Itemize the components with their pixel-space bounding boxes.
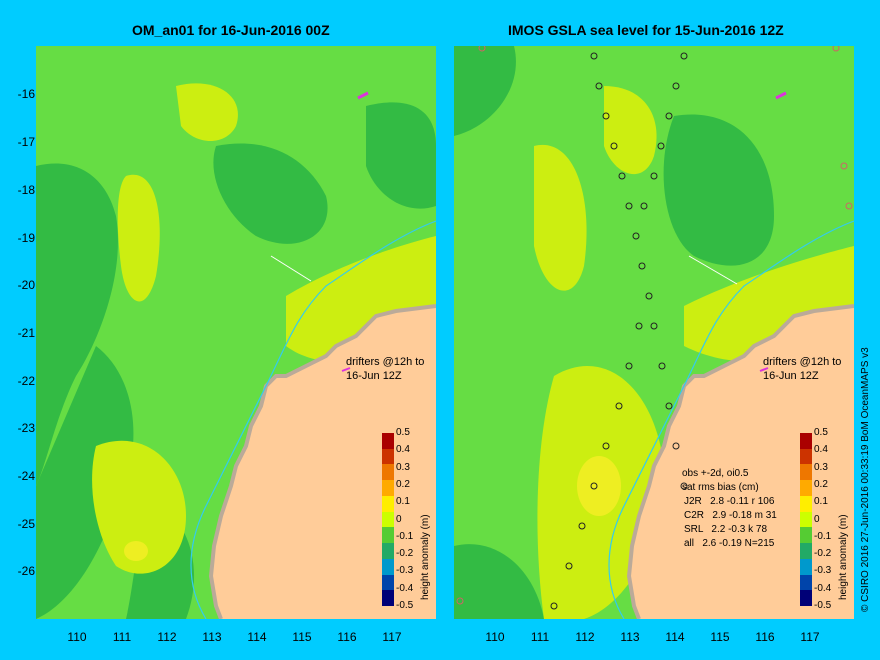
right-panel-title: IMOS GSLA sea level for 15-Jun-2016 12Z — [508, 22, 784, 38]
y-tick: -26 — [17, 564, 35, 578]
colorbar-swatch — [382, 574, 394, 591]
colorbar-swatch — [382, 433, 394, 450]
colorbar-swatch — [382, 543, 394, 560]
colorbar-swatch — [800, 590, 812, 607]
credit-text: © CSIRO 2016 27-Jun-2016 00:33:19 BoM Oc… — [860, 347, 871, 612]
stats-row: SRL 2.2 -0.3 k 78 — [684, 524, 768, 535]
y-tick: -22 — [17, 374, 35, 388]
left-colorbar — [382, 433, 394, 607]
colorbar-label: 0 — [396, 513, 402, 525]
colorbar-label: 0.1 — [396, 496, 410, 508]
colorbar-swatch — [800, 495, 812, 513]
x-tick: 110 — [485, 630, 505, 644]
x-tick: 111 — [112, 630, 132, 644]
colorbar-label: 0.5 — [396, 427, 410, 438]
right-map-graphic — [454, 46, 854, 619]
left-colorbar-title: height anomaly (m) — [420, 514, 431, 600]
colorbar-swatch — [800, 527, 812, 544]
colorbar-label: -0.1 — [814, 530, 832, 542]
x-tick: 117 — [800, 630, 820, 644]
x-tick: 116 — [755, 630, 775, 644]
left-map-panel — [36, 46, 436, 619]
stats-line1: obs +-2d, oi0.5 — [682, 468, 749, 479]
stats-line2: sat rms bias (cm) — [682, 482, 759, 493]
x-tick: 111 — [530, 630, 550, 644]
colorbar-label: -0.4 — [814, 582, 832, 594]
colorbar-swatch — [382, 464, 394, 481]
right-drifter-note-line2: 16-Jun 12Z — [763, 370, 819, 382]
colorbar-label: 0.2 — [814, 478, 828, 490]
y-tick: -20 — [17, 278, 35, 292]
colorbar-label: -0.5 — [814, 600, 832, 611]
colorbar-swatch — [382, 448, 394, 465]
x-tick: 114 — [665, 630, 685, 644]
stats-row: C2R 2.9 -0.18 m 31 — [684, 510, 777, 521]
colorbar-label: 0.3 — [396, 461, 410, 473]
x-tick: 113 — [202, 630, 222, 644]
colorbar-label: 0 — [814, 513, 820, 525]
colorbar-label: -0.3 — [814, 565, 832, 577]
stats-row: J2R 2.8 -0.11 r 106 — [684, 496, 775, 507]
colorbar-swatch — [382, 527, 394, 544]
colorbar-swatch — [800, 543, 812, 560]
y-tick: -16 — [17, 87, 35, 101]
colorbar-swatch — [800, 448, 812, 465]
stats-row: all 2.6 -0.19 N=215 — [684, 538, 775, 549]
x-tick: 117 — [382, 630, 402, 644]
x-tick: 110 — [67, 630, 87, 644]
colorbar-swatch — [382, 495, 394, 513]
left-drifter-note-line1: drifters @12h to — [346, 356, 425, 368]
colorbar-swatch — [382, 480, 394, 497]
colorbar-label: 0.4 — [814, 444, 828, 456]
y-tick: -24 — [17, 469, 35, 483]
colorbar-label: -0.2 — [814, 548, 832, 560]
colorbar-swatch — [800, 574, 812, 591]
colorbar-swatch — [382, 590, 394, 607]
colorbar-label: -0.3 — [396, 565, 414, 577]
right-map-panel — [454, 46, 854, 619]
x-tick: 112 — [157, 630, 177, 644]
colorbar-label: 0.2 — [396, 478, 410, 490]
left-panel-title: OM_an01 for 16-Jun-2016 00Z — [132, 22, 330, 38]
colorbar-swatch — [800, 480, 812, 497]
x-tick: 116 — [337, 630, 357, 644]
colorbar-label: 0.3 — [814, 461, 828, 473]
x-tick: 113 — [620, 630, 640, 644]
colorbar-label: -0.2 — [396, 548, 414, 560]
x-tick: 114 — [247, 630, 267, 644]
colorbar-label: -0.5 — [396, 600, 414, 611]
colorbar-label: 0.4 — [396, 444, 410, 456]
y-tick: -21 — [17, 326, 35, 340]
right-colorbar-title: height anomaly (m) — [838, 514, 849, 600]
satellite-track-points — [550, 52, 688, 610]
x-tick: 112 — [575, 630, 595, 644]
y-tick: -23 — [17, 421, 35, 435]
right-colorbar — [800, 433, 812, 607]
colorbar-swatch — [800, 464, 812, 481]
colorbar-swatch — [800, 433, 812, 450]
y-tick: -19 — [17, 231, 35, 245]
x-tick: 115 — [292, 630, 312, 644]
colorbar-label: -0.4 — [396, 582, 414, 594]
colorbar-label: 0.5 — [814, 427, 828, 438]
colorbar-swatch — [382, 558, 394, 576]
y-tick: -25 — [17, 517, 35, 531]
y-tick: -17 — [17, 135, 35, 149]
colorbar-swatch — [800, 511, 812, 528]
y-tick: -18 — [17, 183, 35, 197]
colorbar-swatch — [382, 511, 394, 528]
x-tick: 115 — [710, 630, 730, 644]
left-drifter-note-line2: 16-Jun 12Z — [346, 370, 402, 382]
colorbar-swatch — [800, 558, 812, 576]
right-drifter-note-line1: drifters @12h to — [763, 356, 842, 368]
colorbar-label: -0.1 — [396, 530, 414, 542]
colorbar-label: 0.1 — [814, 496, 828, 508]
left-map-graphic — [36, 46, 436, 619]
